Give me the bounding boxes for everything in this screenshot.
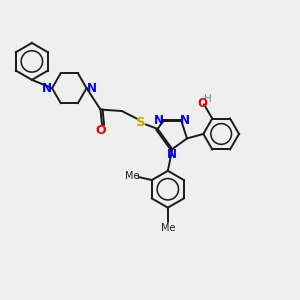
Text: Me: Me xyxy=(160,223,175,232)
Text: O: O xyxy=(197,97,207,110)
Text: N: N xyxy=(87,82,97,95)
Text: H: H xyxy=(204,94,212,104)
Text: N: N xyxy=(167,148,177,161)
Text: N: N xyxy=(154,114,164,127)
Text: N: N xyxy=(180,114,190,127)
Text: N: N xyxy=(42,82,52,95)
Text: O: O xyxy=(95,124,106,137)
Text: S: S xyxy=(136,116,146,129)
Text: Me: Me xyxy=(125,172,139,182)
